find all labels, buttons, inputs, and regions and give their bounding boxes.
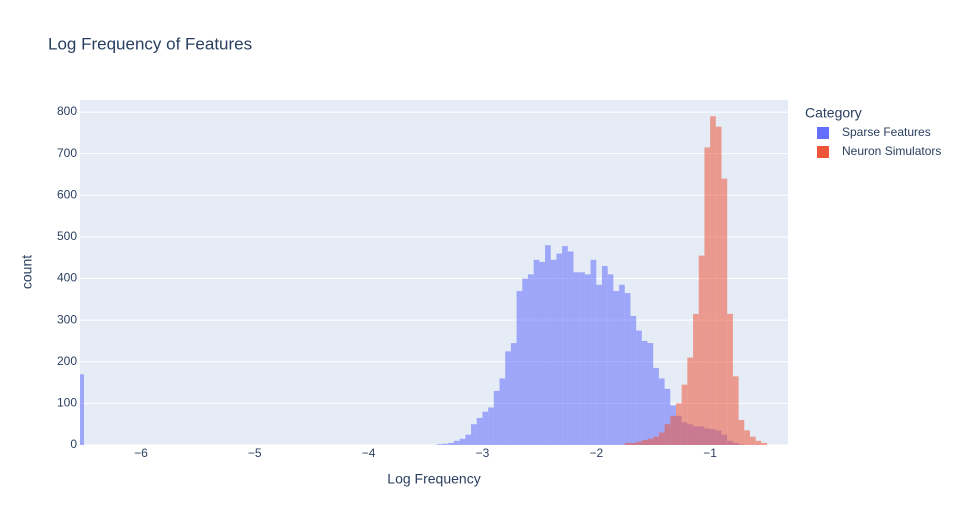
legend: Sparse Features Neuron Simulators bbox=[817, 125, 941, 158]
legend-label[interactable]: Neuron Simulators bbox=[842, 144, 941, 158]
y-tick-label: 500 bbox=[57, 229, 77, 243]
legend-title: Category bbox=[805, 105, 862, 121]
bar bbox=[647, 438, 654, 445]
bar bbox=[670, 415, 676, 445]
bar bbox=[727, 313, 733, 445]
x-tick-label: −4 bbox=[362, 446, 376, 460]
bar bbox=[653, 368, 659, 445]
bar bbox=[556, 253, 563, 445]
x-tick-label: −1 bbox=[703, 446, 717, 460]
y-tick-label: 700 bbox=[57, 146, 77, 160]
bar bbox=[715, 126, 722, 445]
bar bbox=[710, 116, 716, 445]
bar bbox=[693, 313, 699, 445]
bar bbox=[545, 245, 551, 445]
y-tick-label: 800 bbox=[57, 104, 77, 118]
legend-label[interactable]: Sparse Features bbox=[842, 125, 931, 139]
bar bbox=[641, 340, 648, 445]
x-tick-label: −6 bbox=[134, 446, 148, 460]
y-tick-label: 600 bbox=[57, 187, 77, 201]
bar bbox=[527, 274, 534, 445]
bar bbox=[567, 251, 574, 445]
bar bbox=[493, 390, 500, 445]
bar bbox=[624, 442, 631, 445]
bar bbox=[744, 430, 750, 445]
bar bbox=[619, 284, 625, 445]
bar bbox=[488, 407, 494, 445]
x-tick-label: −5 bbox=[248, 446, 262, 460]
bar bbox=[653, 436, 659, 445]
bar bbox=[664, 388, 671, 445]
bar bbox=[641, 440, 648, 445]
bar bbox=[465, 434, 472, 445]
bar bbox=[624, 293, 631, 445]
bar bbox=[510, 343, 517, 445]
bar bbox=[550, 259, 557, 445]
x-tick-label: −2 bbox=[589, 446, 603, 460]
chart-title: Log Frequency of Features bbox=[48, 34, 252, 53]
bar bbox=[755, 440, 762, 445]
bar bbox=[675, 403, 682, 445]
y-tick-label: 0 bbox=[70, 437, 77, 451]
bar bbox=[436, 444, 443, 445]
bar bbox=[459, 438, 466, 445]
bar bbox=[664, 424, 671, 445]
bar bbox=[533, 259, 540, 445]
y-tick-label: 300 bbox=[57, 312, 77, 326]
bar bbox=[596, 284, 602, 445]
legend-swatch[interactable] bbox=[817, 127, 829, 139]
y-tick-label: 200 bbox=[57, 354, 77, 368]
bar bbox=[658, 432, 665, 445]
bar bbox=[499, 378, 506, 445]
bar bbox=[687, 357, 694, 445]
grid bbox=[80, 111, 788, 446]
bar bbox=[573, 272, 580, 445]
bar bbox=[453, 440, 460, 445]
bar bbox=[562, 246, 568, 445]
bar bbox=[448, 442, 454, 445]
bar bbox=[636, 441, 642, 445]
bar bbox=[613, 291, 620, 445]
bar bbox=[636, 330, 642, 445]
bar bbox=[482, 411, 489, 445]
bar bbox=[721, 178, 728, 445]
bar bbox=[698, 255, 705, 445]
bar bbox=[630, 442, 637, 445]
bar bbox=[601, 266, 608, 445]
bar bbox=[681, 384, 688, 445]
y-axis-title: count bbox=[19, 255, 35, 289]
bar bbox=[471, 424, 477, 445]
bar bbox=[516, 291, 523, 445]
bar bbox=[442, 443, 449, 445]
bar bbox=[80, 374, 84, 445]
x-axis-title: Log Frequency bbox=[387, 471, 480, 487]
bar bbox=[476, 417, 483, 445]
bar bbox=[539, 261, 546, 445]
bar bbox=[505, 351, 511, 445]
bar bbox=[607, 274, 614, 445]
y-tick-label: 400 bbox=[57, 271, 77, 285]
bar bbox=[704, 147, 711, 445]
x-tick-label: −3 bbox=[476, 446, 490, 460]
bar bbox=[738, 420, 745, 445]
bar bbox=[590, 259, 597, 445]
bar bbox=[579, 272, 585, 445]
bar bbox=[647, 343, 654, 445]
bar bbox=[749, 436, 756, 445]
bar bbox=[732, 376, 739, 445]
plot-background bbox=[80, 100, 788, 445]
bar bbox=[522, 278, 528, 445]
bar bbox=[584, 274, 591, 445]
bars bbox=[80, 116, 768, 445]
bar bbox=[761, 442, 768, 445]
bar bbox=[630, 315, 637, 445]
legend-swatch[interactable] bbox=[817, 146, 829, 158]
bar bbox=[658, 378, 665, 445]
y-tick-label: 100 bbox=[57, 396, 77, 410]
